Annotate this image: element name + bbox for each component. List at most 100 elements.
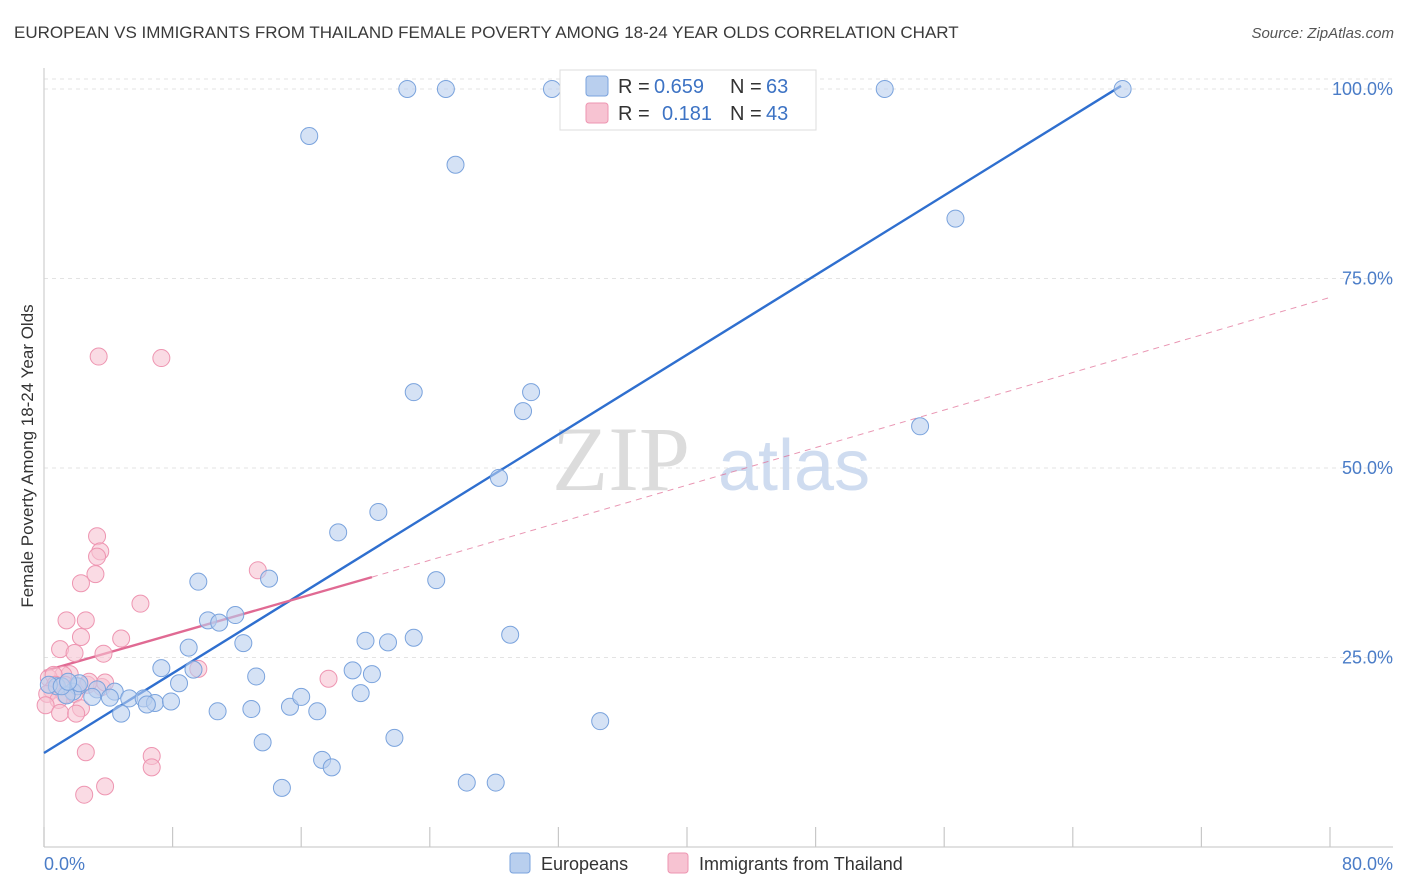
stats-legend-n-label: N = (730, 76, 762, 98)
point-europeans (329, 523, 348, 542)
point-europeans (112, 704, 131, 723)
point-thailand (142, 758, 161, 777)
y-tick-label: 100.0% (1332, 79, 1393, 99)
gridlines (44, 78, 1393, 658)
point-thailand (88, 547, 107, 566)
point-europeans (501, 625, 520, 644)
point-thailand (319, 669, 338, 688)
point-thailand (152, 349, 171, 368)
point-europeans (300, 126, 319, 145)
watermark-atlas: atlas (718, 426, 870, 506)
point-europeans (260, 569, 279, 588)
point-europeans (486, 773, 505, 792)
point-europeans (946, 209, 965, 228)
y-tick-label: 50.0% (1342, 458, 1393, 478)
point-europeans (322, 758, 341, 777)
stats-legend-swatch-thailand (585, 102, 609, 124)
x-tick-label-min: 0.0% (44, 854, 85, 874)
point-europeans (100, 688, 119, 707)
series-legend-swatch-europeans (509, 852, 531, 874)
point-europeans (210, 613, 229, 632)
point-europeans (226, 606, 245, 625)
y-axis-label: Female Poverty Among 18-24 Year Olds (18, 304, 37, 607)
point-europeans (457, 773, 476, 792)
point-thailand (94, 644, 113, 663)
point-thailand (75, 785, 94, 804)
stats-legend-r-value: 0.659 (654, 76, 704, 98)
point-europeans (385, 728, 404, 747)
trend-line-thailand-extended (371, 296, 1331, 578)
stats-legend-r-value: 0.181 (662, 103, 712, 125)
stats-legend-swatch-europeans (585, 75, 609, 97)
stats-legend-n-value: 63 (766, 76, 788, 98)
point-europeans (308, 702, 327, 721)
point-thailand (71, 574, 90, 593)
point-europeans (179, 638, 198, 657)
point-europeans (404, 628, 423, 647)
point-europeans (137, 695, 156, 714)
point-europeans (253, 733, 272, 752)
point-thailand (86, 565, 105, 584)
point-thailand (76, 743, 95, 762)
point-europeans (161, 692, 180, 711)
scatter-points (36, 79, 1132, 804)
point-europeans (189, 572, 208, 591)
point-europeans (911, 417, 930, 436)
axes (43, 68, 1393, 848)
point-europeans (379, 633, 398, 652)
stats-legend-n-label: N = (730, 103, 762, 125)
point-europeans (522, 383, 541, 402)
point-europeans (875, 79, 894, 98)
point-thailand (57, 611, 76, 630)
point-thailand (89, 347, 108, 366)
point-thailand (67, 704, 86, 723)
series-legend-swatch-thailand (667, 852, 689, 874)
point-thailand (131, 594, 150, 613)
watermark-zip: ZIP (552, 408, 690, 510)
chart-title: EUROPEAN VS IMMIGRANTS FROM THAILAND FEM… (14, 23, 959, 42)
point-europeans (1113, 79, 1132, 98)
point-europeans (343, 661, 362, 680)
point-thailand (96, 777, 115, 796)
x-tick-label-max: 80.0% (1342, 854, 1393, 874)
point-europeans (356, 631, 375, 650)
point-europeans (242, 700, 261, 719)
point-thailand (51, 703, 70, 722)
point-europeans (272, 778, 291, 797)
point-europeans (398, 79, 417, 98)
y-tick-label: 75.0% (1342, 268, 1393, 288)
point-thailand (76, 611, 95, 630)
point-europeans (59, 672, 78, 691)
point-europeans (184, 660, 203, 679)
point-europeans (542, 79, 561, 98)
point-europeans (152, 659, 171, 678)
y-tick-label: 25.0% (1342, 647, 1393, 667)
point-europeans (170, 674, 189, 693)
point-europeans (208, 702, 227, 721)
series-legend-label-europeans: Europeans (541, 854, 628, 874)
point-europeans (234, 634, 253, 653)
point-europeans (404, 383, 423, 402)
point-europeans (446, 155, 465, 174)
series-legend-label-thailand: Immigrants from Thailand (699, 854, 903, 874)
trend-line-europeans (43, 84, 1122, 755)
stats-legend: R = 0.659 N = 63 R = 0.181 N = 43 (559, 69, 817, 131)
stats-legend-r-label: R = (618, 76, 650, 98)
point-europeans (247, 667, 266, 686)
stats-legend-n-value: 43 (766, 103, 788, 125)
point-thailand (88, 527, 107, 546)
source-label: Source: ZipAtlas.com (1251, 25, 1394, 42)
point-europeans (351, 684, 370, 703)
y-tick-labels: 25.0% 50.0% 75.0% 100.0% (1332, 79, 1393, 668)
point-europeans (489, 468, 508, 487)
point-europeans (292, 687, 311, 706)
watermark: ZIP atlas (552, 408, 870, 510)
stats-legend-r-label: R = (618, 103, 650, 125)
point-europeans (591, 712, 610, 731)
point-europeans (362, 665, 381, 684)
point-thailand (112, 629, 131, 648)
point-thailand (36, 696, 55, 715)
point-europeans (83, 687, 102, 706)
point-europeans (514, 402, 533, 421)
